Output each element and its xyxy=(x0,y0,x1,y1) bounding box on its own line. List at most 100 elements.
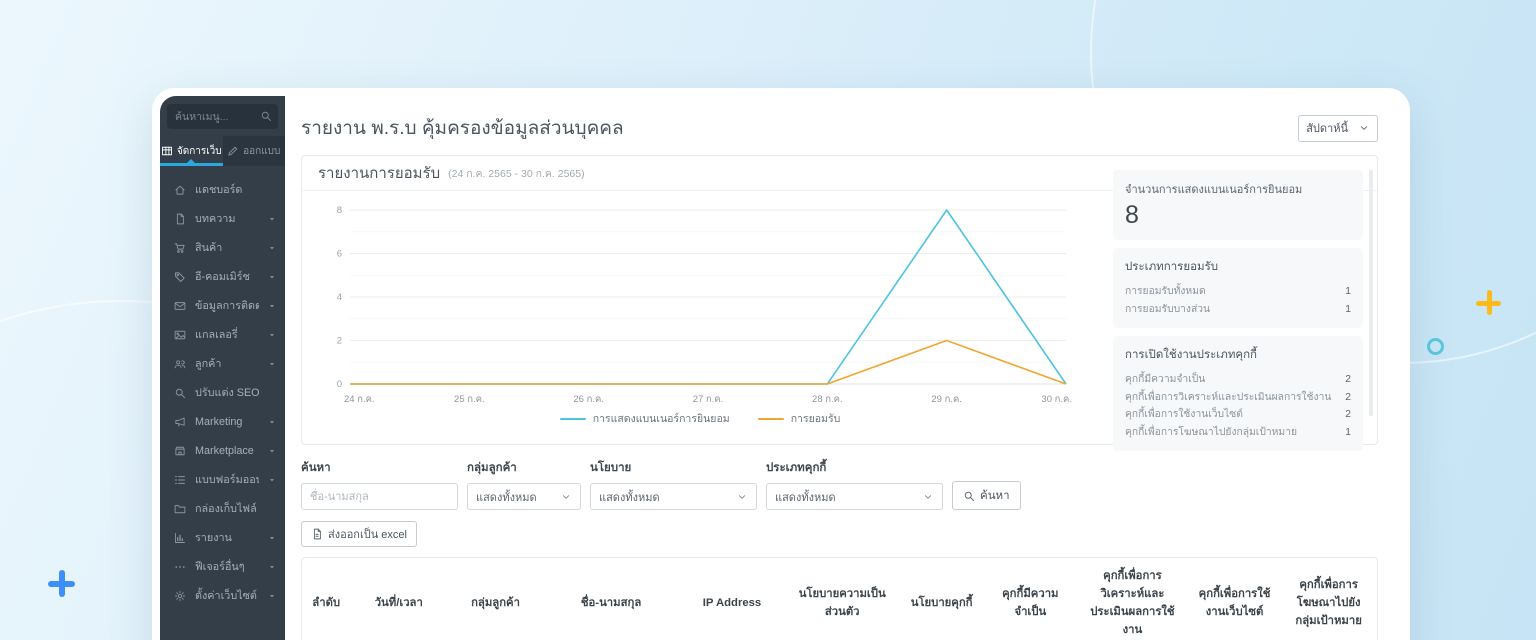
svg-text:25 ก.ค.: 25 ก.ค. xyxy=(454,394,485,405)
customer-group-value: แสดงทั้งหมด xyxy=(476,491,537,504)
policy-select[interactable]: แสดงทั้งหมด xyxy=(590,483,757,510)
sidebar-item-form[interactable]: แบบฟอร์มออนไลน์ xyxy=(160,465,285,494)
policy-value: แสดงทั้งหมด xyxy=(599,491,660,504)
chart-icon xyxy=(173,532,186,544)
legend-item[interactable]: การแสดงแบนเนอร์การยินยอม xyxy=(559,410,730,427)
svg-text:29 ก.ค.: 29 ก.ค. xyxy=(931,394,962,405)
sidebar-item-megaphone[interactable]: Marketing xyxy=(160,407,285,436)
chevron-down-icon xyxy=(268,534,276,542)
cookie-type-row: คุกกี้เพื่อการโฆษณาไปยังกลุ่มเป้าหมาย 1 xyxy=(1125,426,1351,438)
sidebar-item-ellipsis[interactable]: ฟีเจอร์อื่นๆ xyxy=(160,552,285,581)
cookie-type-row: คุกกี้เพื่อการวิเคราะห์และประเมินผลการใช… xyxy=(1125,391,1351,403)
folder-icon xyxy=(173,503,186,515)
chevron-down-icon xyxy=(268,447,276,455)
cart-icon xyxy=(173,242,186,254)
column-header: คุกกี้เพื่อการวิเคราะห์และประเมินผลการใช… xyxy=(1090,570,1175,637)
svg-text:2: 2 xyxy=(337,336,342,347)
decorative-plus-yellow xyxy=(1476,290,1501,315)
sidebar-item-chart[interactable]: รายงาน xyxy=(160,523,285,552)
sidebar-item-tag[interactable]: อี-คอมเมิร์ช xyxy=(160,262,285,291)
cookie-type-field: ประเภทคุกกี้ แสดงทั้งหมด xyxy=(766,459,943,510)
form-icon xyxy=(173,474,186,486)
column-header: IP Address xyxy=(702,597,762,610)
search-button[interactable]: ค้นหา xyxy=(952,481,1021,510)
column-header: คุกกี้เพื่อการโฆษณาไปยังกลุ่มเป้าหมาย xyxy=(1295,579,1362,628)
stats-column: จำนวนการแสดงแบนเนอร์การยินยอม 8 ประเภทกา… xyxy=(1113,170,1363,451)
accept-type-row: การยอมรับทั้งหมด 1 xyxy=(1125,286,1351,297)
legend-item[interactable]: การยอมรับ xyxy=(757,410,840,427)
decorative-plus-blue xyxy=(48,570,75,597)
chevron-down-icon xyxy=(1358,122,1370,134)
sidebar-item-cart[interactable]: สินค้า xyxy=(160,233,285,262)
sidebar-search-input[interactable] xyxy=(167,104,278,129)
store-icon xyxy=(173,445,186,457)
tab-label: จัดการเว็บ xyxy=(176,145,222,157)
sidebar-tabs: จัดการเว็บ ออกแบบ xyxy=(160,136,285,166)
sidebar-item-image[interactable]: แกลเลอรี่ xyxy=(160,320,285,349)
legend-label: การแสดงแบนเนอร์การยินยอม xyxy=(592,413,730,425)
accept-types-panel: ประเภทการยอมรับ การยอมรับทั้งหมด 1 การยอมร… xyxy=(1113,248,1363,328)
column-header: ชื่อ-นามสกุล xyxy=(580,597,642,610)
pencil-icon xyxy=(227,145,239,157)
column-header: คุกกี้มีความจำเป็น xyxy=(1002,588,1059,619)
chevron-down-icon xyxy=(560,491,572,503)
customer-group-field: กลุ่มลูกค้า แสดงทั้งหมด xyxy=(467,459,581,510)
stats-scrollbar[interactable] xyxy=(1369,170,1373,416)
search-button-label: ค้นหา xyxy=(980,489,1010,502)
sidebar-item-folder[interactable]: กล่องเก็บไฟล์ xyxy=(160,494,285,523)
svg-text:0: 0 xyxy=(337,379,342,390)
svg-text:27 ก.ค.: 27 ก.ค. xyxy=(693,394,724,405)
sidebar-item-search[interactable]: ปรับแต่ง SEO xyxy=(160,378,285,407)
tab-manage-web[interactable]: จัดการเว็บ xyxy=(160,136,223,166)
sidebar-item-gear[interactable]: ตั้งค่าเว็บไซต์ xyxy=(160,581,285,610)
chevron-down-icon xyxy=(268,273,276,281)
period-select[interactable]: สัปดาห์นี้ xyxy=(1298,114,1378,142)
tag-icon xyxy=(173,271,186,283)
search-field: ค้นหา xyxy=(301,459,458,510)
sidebar-search xyxy=(167,104,278,129)
chevron-down-icon xyxy=(268,215,276,223)
chevron-down-icon xyxy=(268,563,276,571)
filter-bar: ค้นหา กลุ่มลูกค้า แสดงทั้งหมด นโยบาย xyxy=(301,459,1378,510)
search-icon xyxy=(963,490,975,502)
column-header: นโยบายความเป็นส่วนตัว xyxy=(798,588,886,619)
sidebar-item-store[interactable]: Marketplace xyxy=(160,436,285,465)
sidebar-item-envelope[interactable]: ข้อมูลการติดต่อ xyxy=(160,291,285,320)
sidebar-item-label: ข้อมูลการติดต่อ xyxy=(195,300,259,312)
svg-text:24 ก.ค.: 24 ก.ค. xyxy=(344,394,375,405)
ellipsis-icon xyxy=(173,561,186,573)
search-icon xyxy=(260,110,272,122)
report-table: ลำดับ วันที่/เวลา กลุ่มลูกค้า ชื่อ-นามสกุล I… xyxy=(302,558,1377,640)
svg-text:4: 4 xyxy=(337,292,342,303)
sidebar-item-label: ลูกค้า xyxy=(195,358,222,370)
report-card-title: รายงานการยอมรับ xyxy=(318,165,441,182)
page-title: รายงาน พ.ร.บ คุ้มครองข้อมูลส่วนบุคคล xyxy=(301,118,624,139)
column-header: วันที่/เวลา xyxy=(374,597,423,610)
sidebar-item-label: รายงาน xyxy=(195,532,232,544)
report-table-card: ลำดับ วันที่/เวลา กลุ่มลูกค้า ชื่อ-นามสกุล I… xyxy=(301,557,1378,640)
sidebar-item-label: แกลเลอรี่ xyxy=(195,329,238,341)
chevron-down-icon xyxy=(268,592,276,600)
name-search-input[interactable] xyxy=(301,483,458,510)
search-icon xyxy=(173,387,186,399)
column-header: คุกกี้เพื่อการใช้งานเว็บไซต์ xyxy=(1198,588,1271,619)
cookie-types-panel: การเปิดใช้งานประเภทคุกกี้ คุกกี้มีความจำ… xyxy=(1113,336,1363,451)
sidebar-item-home[interactable]: แดชบอร์ด xyxy=(160,175,285,204)
cookie-type-select[interactable]: แสดงทั้งหมด xyxy=(766,483,943,510)
customer-group-select[interactable]: แสดงทั้งหมด xyxy=(467,483,581,510)
document-icon xyxy=(173,213,186,225)
sidebar-item-users[interactable]: ลูกค้า xyxy=(160,349,285,378)
export-excel-button[interactable]: ส่งออกเป็น excel xyxy=(301,521,417,547)
svg-text:8: 8 xyxy=(337,205,342,216)
chevron-down-icon xyxy=(268,331,276,339)
sidebar-item-label: อี-คอมเมิร์ช xyxy=(195,271,250,283)
sidebar-item-label: Marketplace xyxy=(195,444,254,457)
legend-swatch xyxy=(757,417,784,420)
chevron-down-icon xyxy=(268,418,276,426)
column-header: กลุ่มลูกค้า xyxy=(471,597,520,610)
tab-design[interactable]: ออกแบบ xyxy=(223,136,286,166)
image-icon xyxy=(173,329,186,341)
home-icon xyxy=(173,184,186,196)
sidebar-item-document[interactable]: บทความ xyxy=(160,204,285,233)
